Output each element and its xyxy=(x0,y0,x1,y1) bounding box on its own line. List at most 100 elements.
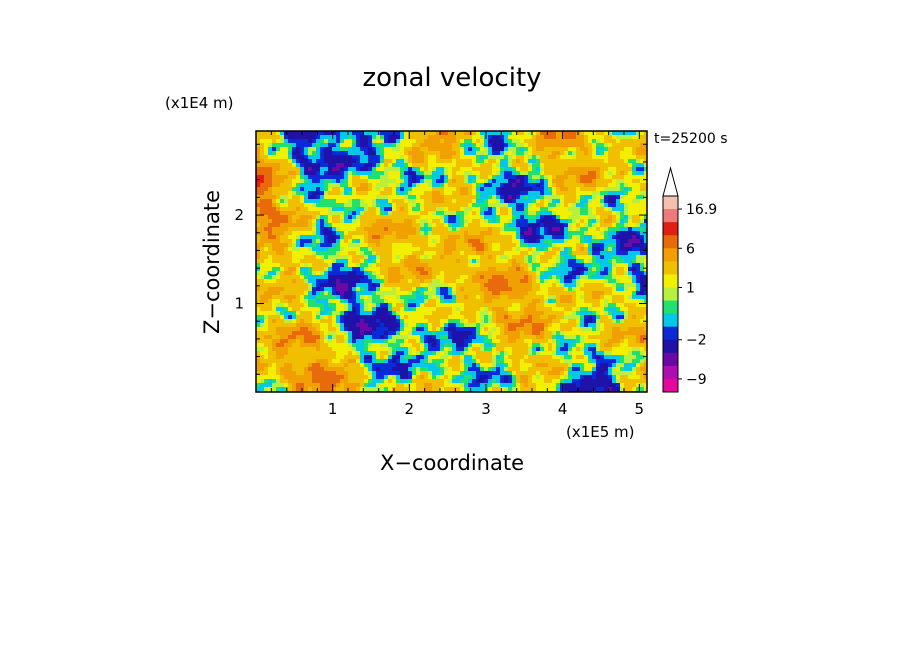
field-cell xyxy=(528,243,533,248)
field-cell xyxy=(332,147,337,152)
field-cell xyxy=(324,271,329,276)
field-cell xyxy=(344,283,349,288)
field-cell xyxy=(440,203,445,208)
field-cell xyxy=(260,255,265,260)
field-cell xyxy=(324,223,329,228)
field-cell xyxy=(388,215,393,220)
field-cell xyxy=(380,311,385,316)
field-cell xyxy=(292,247,297,252)
field-cell xyxy=(460,319,465,324)
field-cell xyxy=(428,315,433,320)
field-cell xyxy=(504,139,509,144)
field-cell xyxy=(608,131,613,136)
field-cell xyxy=(276,219,281,224)
field-cell xyxy=(312,291,317,296)
field-cell xyxy=(464,171,469,176)
field-cell xyxy=(400,215,405,220)
field-cell xyxy=(448,143,453,148)
field-cell xyxy=(308,307,313,312)
field-cell xyxy=(596,195,601,200)
field-cell xyxy=(424,131,429,136)
field-cell xyxy=(300,319,305,324)
field-cell xyxy=(320,255,325,260)
field-cell xyxy=(620,147,625,152)
field-cell xyxy=(276,175,281,180)
field-cell xyxy=(364,143,369,148)
field-cell xyxy=(392,219,397,224)
field-cell xyxy=(404,279,409,284)
field-cell xyxy=(584,299,589,304)
field-cell xyxy=(584,179,589,184)
field-cell xyxy=(348,259,353,264)
field-cell xyxy=(380,151,385,156)
field-cell xyxy=(604,211,609,216)
field-cell xyxy=(296,155,301,160)
field-cell xyxy=(300,167,305,172)
field-cell xyxy=(492,151,497,156)
field-cell xyxy=(584,331,589,336)
field-cell xyxy=(268,271,273,276)
field-cell xyxy=(468,231,473,236)
field-cell xyxy=(544,219,549,224)
field-cell xyxy=(264,255,269,260)
field-cell xyxy=(608,187,613,192)
field-cell xyxy=(568,243,573,248)
field-cell xyxy=(560,323,565,328)
field-cell xyxy=(304,211,309,216)
field-cell xyxy=(596,155,601,160)
field-cell xyxy=(444,199,449,204)
field-cell xyxy=(624,215,629,220)
field-cell xyxy=(352,139,357,144)
field-cell xyxy=(320,203,325,208)
field-cell xyxy=(624,183,629,188)
field-cell xyxy=(636,195,641,200)
field-cell xyxy=(344,243,349,248)
field-cell xyxy=(260,331,265,336)
field-cell xyxy=(396,307,401,312)
field-cell xyxy=(548,243,553,248)
field-cell xyxy=(320,199,325,204)
field-cell xyxy=(604,291,609,296)
field-cell xyxy=(368,203,373,208)
field-cell xyxy=(304,295,309,300)
field-cell xyxy=(272,323,277,328)
field-cell xyxy=(512,299,517,304)
field-cell xyxy=(352,291,357,296)
field-cell xyxy=(336,203,341,208)
field-cell xyxy=(536,155,541,160)
field-cell xyxy=(356,239,361,244)
field-cell xyxy=(440,231,445,236)
field-cell xyxy=(600,163,605,168)
field-cell xyxy=(492,155,497,160)
field-cell xyxy=(484,319,489,324)
field-cell xyxy=(500,307,505,312)
field-cell xyxy=(432,195,437,200)
field-cell xyxy=(348,167,353,172)
field-cell xyxy=(412,287,417,292)
field-cell xyxy=(336,171,341,176)
field-cell xyxy=(396,243,401,248)
field-cell xyxy=(404,275,409,280)
field-cell xyxy=(488,147,493,152)
field-cell xyxy=(440,279,445,284)
field-cell xyxy=(384,147,389,152)
field-cell xyxy=(312,183,317,188)
field-cell xyxy=(520,267,525,272)
field-cell xyxy=(504,131,509,136)
field-cell xyxy=(416,167,421,172)
field-cell xyxy=(512,231,517,236)
field-cell xyxy=(276,203,281,208)
field-cell xyxy=(468,279,473,284)
field-cell xyxy=(560,303,565,308)
field-cell xyxy=(488,159,493,164)
field-cell xyxy=(292,147,297,152)
field-cell xyxy=(416,271,421,276)
field-cell xyxy=(496,159,501,164)
field-cell xyxy=(540,167,545,172)
field-cell xyxy=(524,195,529,200)
field-cell xyxy=(340,139,345,144)
field-cell xyxy=(620,167,625,172)
field-cell xyxy=(452,247,457,252)
field-cell xyxy=(632,159,637,164)
field-cell xyxy=(480,275,485,280)
